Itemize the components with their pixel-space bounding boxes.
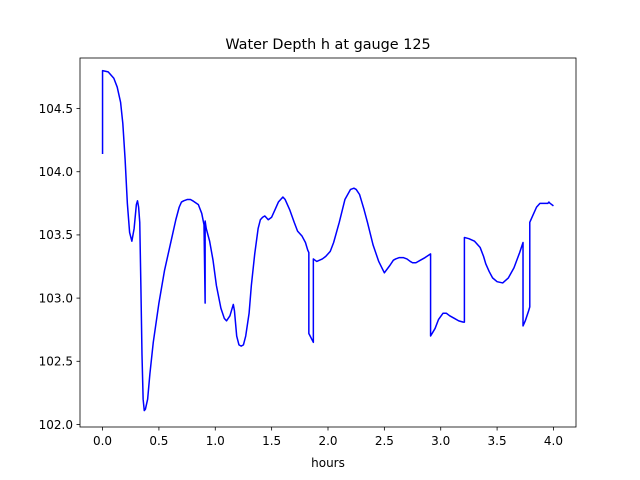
x-axis-label: hours — [311, 456, 345, 470]
series-line-0 — [101, 69, 554, 412]
y-tick-label: 103.0 — [39, 291, 73, 305]
y-axis: 102.0 102.5 103.0 103.5 104.0 104.5 — [39, 102, 80, 432]
y-tick-label: 104.5 — [39, 102, 73, 116]
x-tick-label: 3.5 — [488, 434, 507, 448]
x-tick-label: 4.0 — [544, 434, 563, 448]
x-axis: 0.0 0.5 1.0 1.5 2.0 2.5 3.0 3.5 4.0 — [93, 427, 563, 448]
x-tick-label: 0.0 — [93, 434, 112, 448]
y-tick-label: 104.0 — [39, 165, 73, 179]
x-tick-label: 3.0 — [431, 434, 450, 448]
x-tick-label: 0.5 — [149, 434, 168, 448]
chart-title: Water Depth h at gauge 125 — [225, 37, 430, 53]
plot-area — [101, 69, 554, 412]
x-tick-label: 2.0 — [318, 434, 337, 448]
y-tick-label: 102.5 — [39, 355, 73, 369]
x-tick-label: 1.0 — [206, 434, 225, 448]
y-tick-label: 102.0 — [39, 418, 73, 432]
x-tick-label: 1.5 — [262, 434, 281, 448]
x-tick-label: 2.5 — [375, 434, 394, 448]
y-tick-label: 103.5 — [39, 228, 73, 242]
